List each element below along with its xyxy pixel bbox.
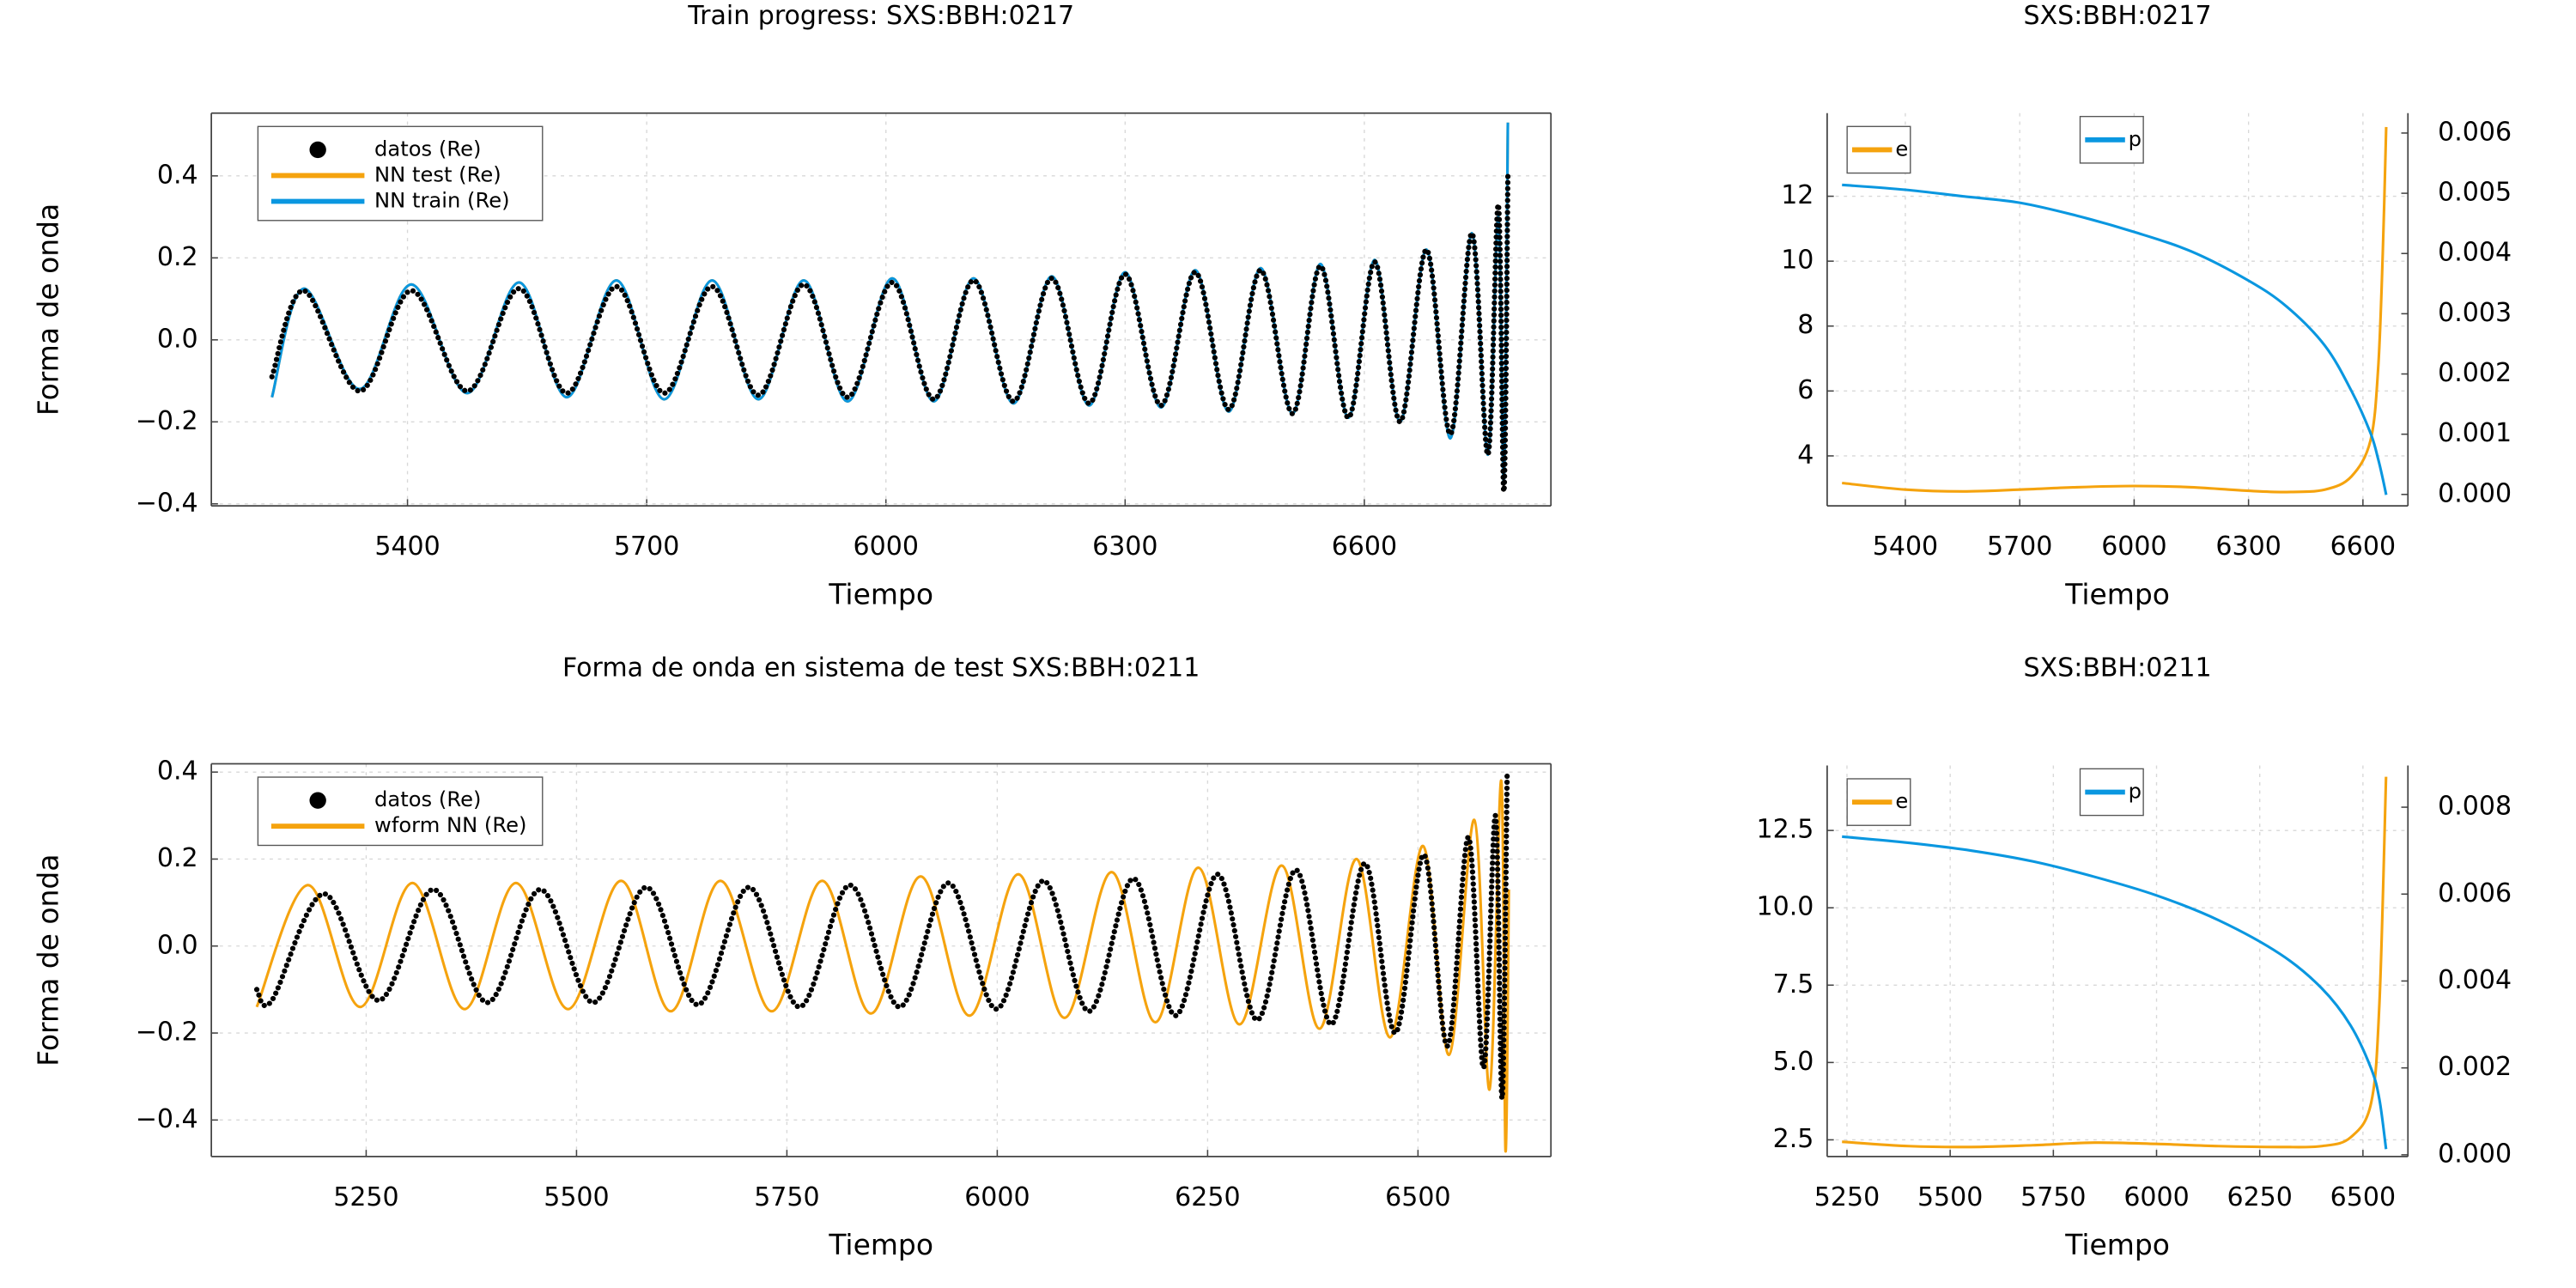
x-tick-label: 6600 xyxy=(2330,532,2396,562)
y2-tick-label: 0.004 xyxy=(2438,238,2512,268)
x-tick-label: 6500 xyxy=(2330,1182,2396,1212)
y-tick-label: 5.0 xyxy=(1773,1047,1814,1077)
x-tick-label: 5500 xyxy=(544,1182,609,1212)
series-line xyxy=(1842,776,2388,1149)
x-tick-label: 6250 xyxy=(1175,1182,1240,1212)
y-tick-label: 12 xyxy=(1781,180,1814,210)
x-tick-label: 5250 xyxy=(333,1182,398,1212)
chart-panel: SXS:BBH:0211 5250 5500 5750 6000 6250 6500 2.5 5… xyxy=(1757,653,2512,1261)
series-line xyxy=(1842,835,2388,1150)
x-tick-label: 6000 xyxy=(2123,1182,2189,1212)
legend-label: e xyxy=(1895,137,1908,161)
x-tick-label: 5750 xyxy=(2020,1182,2086,1212)
series-line xyxy=(255,779,1510,1153)
y-tick-label: 0.0 xyxy=(157,930,198,960)
series-line xyxy=(1842,183,2388,495)
y-tick-label: 8 xyxy=(1797,310,1814,340)
x-tick-label: 6600 xyxy=(1332,532,1397,562)
x-axis-label: Tiempo xyxy=(828,577,933,611)
x-tick-label: 6300 xyxy=(2215,532,2281,562)
y2-tick-label: 0.002 xyxy=(2438,358,2512,388)
y-tick-label: 4 xyxy=(1797,440,1814,470)
y2-tick-label: 0.005 xyxy=(2438,178,2512,208)
y-tick-label: −0.4 xyxy=(136,488,198,518)
x-tick-label: 5700 xyxy=(1987,532,2052,562)
data-points xyxy=(269,173,1511,495)
chart-title: SXS:BBH:0211 xyxy=(2024,653,2212,683)
y-tick-label: 10.0 xyxy=(1757,892,1814,922)
legend-label: datos (Re) xyxy=(374,137,481,161)
y2-tick-label: 0.001 xyxy=(2438,418,2512,448)
legend-marker xyxy=(309,792,326,809)
y-tick-label: 0.2 xyxy=(157,242,198,272)
y-tick-label: 7.5 xyxy=(1773,969,1814,999)
chart-title: Train progress: SXS:BBH:0217 xyxy=(687,1,1074,31)
chart-panel: Forma de onda en sistema de test SXS:BBH… xyxy=(32,653,1552,1261)
x-tick-label: 6250 xyxy=(2227,1182,2292,1212)
x-tick-label: 5700 xyxy=(614,532,679,562)
legend-marker xyxy=(309,141,326,159)
x-tick-label: 5400 xyxy=(374,532,440,562)
y-tick-label: 0.4 xyxy=(157,756,198,787)
legend-label: datos (Re) xyxy=(374,787,481,811)
y2-tick-label: 0.003 xyxy=(2438,298,2512,328)
chart-panel: SXS:BBH:0217 5400 5700 6000 6300 6600 4 6 8 10 12 0… xyxy=(1781,1,2512,611)
y2-tick-label: 0.004 xyxy=(2438,965,2512,995)
y-tick-label: −0.2 xyxy=(136,406,198,436)
legend-label: NN test (Re) xyxy=(374,162,501,186)
y-tick-label: 10 xyxy=(1781,246,1814,276)
x-tick-label: 6000 xyxy=(2101,532,2166,562)
legend-label: NN train (Re) xyxy=(374,188,510,212)
y2-tick-label: 0.006 xyxy=(2438,878,2512,908)
y-axis-label: Forma de onda xyxy=(32,204,65,416)
x-tick-label: 6300 xyxy=(1092,532,1157,562)
x-axis-label: Tiempo xyxy=(2064,1228,2170,1261)
y-tick-label: 12.5 xyxy=(1757,815,1814,845)
chart-panel: Train progress: SXS:BBH:0217 5400 5700 6000… xyxy=(32,1,1552,611)
chart-title: SXS:BBH:0217 xyxy=(2024,1,2212,31)
legend-label: p xyxy=(2129,127,2142,151)
x-tick-label: 5250 xyxy=(1814,1182,1880,1212)
y-tick-label: 0.0 xyxy=(157,324,198,354)
legend-label: wform NN (Re) xyxy=(374,813,526,837)
y-tick-label: 2.5 xyxy=(1773,1124,1814,1154)
x-tick-label: 5500 xyxy=(1917,1182,1983,1212)
series-line xyxy=(1842,126,2388,494)
x-axis-label: Tiempo xyxy=(828,1228,933,1261)
y2-tick-label: 0.000 xyxy=(2438,1139,2512,1169)
data-points xyxy=(253,769,1510,1102)
y-tick-label: −0.2 xyxy=(136,1018,198,1048)
y-tick-label: 6 xyxy=(1797,375,1814,405)
chart-title: Forma de onda en sistema de test SXS:BBH… xyxy=(562,653,1200,683)
legend-label: p xyxy=(2129,779,2142,803)
y2-tick-label: 0.008 xyxy=(2438,792,2512,822)
x-tick-label: 5400 xyxy=(1873,532,1938,562)
y-tick-label: −0.4 xyxy=(136,1104,198,1134)
x-tick-label: 6000 xyxy=(964,1182,1030,1212)
y2-tick-label: 0.000 xyxy=(2438,478,2512,508)
x-tick-label: 6500 xyxy=(1385,1182,1450,1212)
x-tick-label: 5750 xyxy=(754,1182,819,1212)
y-tick-label: 0.4 xyxy=(157,160,198,190)
y-tick-label: 0.2 xyxy=(157,843,198,873)
y2-tick-label: 0.006 xyxy=(2438,117,2512,147)
x-tick-label: 6000 xyxy=(854,532,919,562)
x-axis-label: Tiempo xyxy=(2064,577,2170,611)
legend-box xyxy=(257,776,544,847)
y-axis-label: Forma de onda xyxy=(32,854,65,1066)
legend-label: e xyxy=(1895,789,1908,813)
y2-tick-label: 0.002 xyxy=(2438,1052,2512,1082)
